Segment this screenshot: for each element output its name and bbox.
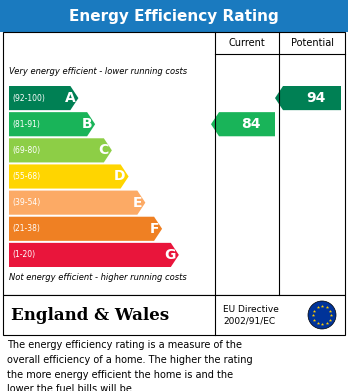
Text: Not energy efficient - higher running costs: Not energy efficient - higher running co… [9,273,187,283]
Text: The energy efficiency rating is a measure of the
overall efficiency of a home. T: The energy efficiency rating is a measur… [7,340,253,391]
Polygon shape [9,190,145,215]
Text: Very energy efficient - lower running costs: Very energy efficient - lower running co… [9,68,187,77]
Polygon shape [9,86,78,110]
Text: (21-38): (21-38) [12,224,40,233]
Polygon shape [9,217,162,241]
Polygon shape [9,138,112,162]
Text: G: G [165,248,176,262]
Polygon shape [9,112,95,136]
Text: D: D [114,170,126,183]
Polygon shape [211,112,275,136]
Text: (39-54): (39-54) [12,198,40,207]
Text: E: E [133,196,142,210]
Polygon shape [275,86,341,110]
Polygon shape [9,243,179,267]
Text: (55-68): (55-68) [12,172,40,181]
Text: Energy Efficiency Rating: Energy Efficiency Rating [69,9,279,23]
Text: (1-20): (1-20) [12,250,35,260]
Text: England & Wales: England & Wales [11,307,169,323]
Bar [3,295,345,335]
Text: (69-80): (69-80) [12,146,40,155]
Text: (92-100): (92-100) [12,93,45,102]
Text: B: B [81,117,92,131]
Text: Potential: Potential [291,38,333,48]
Text: Current: Current [229,38,266,48]
Text: 94: 94 [306,91,326,105]
Bar [0,0,348,32]
Text: (81-91): (81-91) [12,120,40,129]
Text: EU Directive
2002/91/EC: EU Directive 2002/91/EC [223,305,279,325]
Bar [3,32,345,295]
Text: C: C [98,143,109,157]
Text: F: F [150,222,159,236]
Circle shape [308,301,336,329]
Text: A: A [65,91,76,105]
Polygon shape [9,165,129,188]
Text: 84: 84 [241,117,261,131]
